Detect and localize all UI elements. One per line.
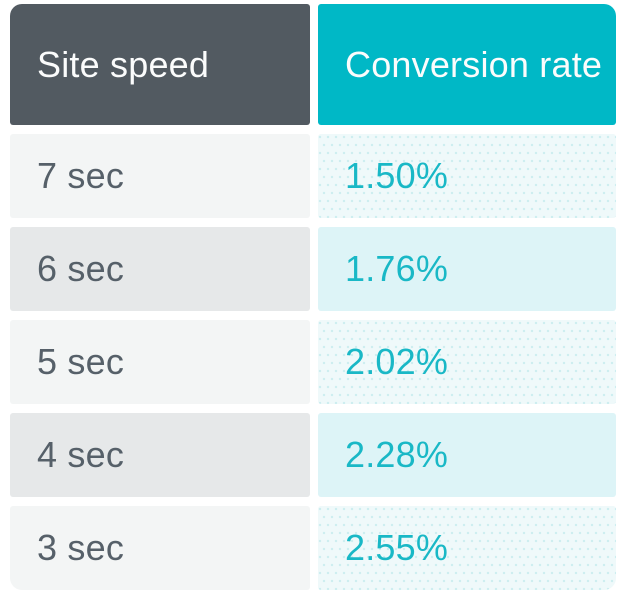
speed-cell-3-sec: 3 sec bbox=[10, 506, 310, 590]
column-header-conversion-rate: Conversion rate bbox=[318, 4, 616, 125]
speed-cell-6-sec: 6 sec bbox=[10, 227, 310, 311]
rate-cell-5-sec: 2.02% bbox=[318, 320, 616, 404]
rate-cell-7-sec: 1.50% bbox=[318, 134, 616, 218]
speed-cell-5-sec: 5 sec bbox=[10, 320, 310, 404]
rate-cell-4-sec: 2.28% bbox=[318, 413, 616, 497]
column-header-site-speed: Site speed bbox=[10, 4, 310, 125]
rate-cell-6-sec: 1.76% bbox=[318, 227, 616, 311]
site-speed-conversion-table: Site speed Conversion rate 7 sec 1.50% 6… bbox=[10, 4, 616, 590]
rate-cell-3-sec: 2.55% bbox=[318, 506, 616, 590]
speed-cell-7-sec: 7 sec bbox=[10, 134, 310, 218]
speed-cell-4-sec: 4 sec bbox=[10, 413, 310, 497]
